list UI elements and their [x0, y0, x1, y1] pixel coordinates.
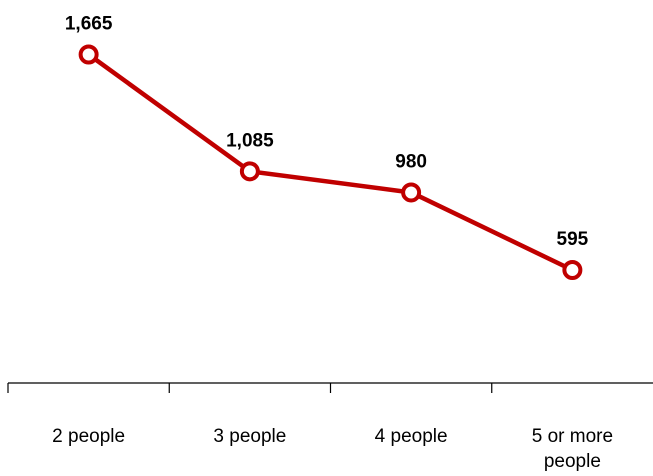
data-labels: 1,665 1,085 980 595 [65, 14, 589, 251]
data-point-marker [562, 260, 583, 280]
data-point-marker [239, 161, 260, 182]
data-label: 980 [395, 151, 427, 172]
data-point-marker [401, 182, 422, 203]
data-label: 1,665 [65, 14, 113, 35]
series-line [87, 52, 574, 273]
series-line-group [87, 52, 574, 273]
data-point-marker [78, 44, 99, 65]
data-label: 1,085 [226, 130, 274, 151]
x-axis [7, 382, 653, 393]
x-tick-label: 5 or more people [532, 426, 613, 472]
x-tick-label: 4 people [375, 426, 448, 447]
x-tick-label: 2 people [52, 426, 125, 447]
series-markers [78, 44, 583, 280]
x-tick-label: 3 people [213, 426, 286, 447]
x-tick-labels: 2 people 3 people 4 people 5 or more people [52, 426, 613, 472]
data-label: 595 [557, 229, 589, 250]
